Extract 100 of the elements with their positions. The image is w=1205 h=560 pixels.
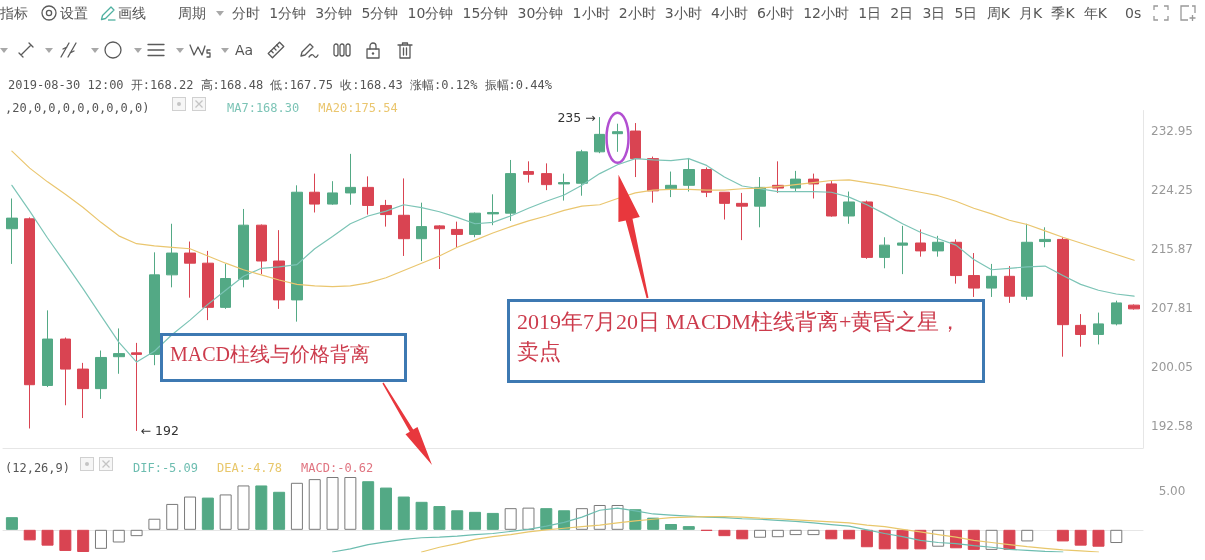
candlestick [416,202,427,262]
bar [201,497,214,530]
chart-title: 2019-08-30 12:00 开:168.22 高:168.48 低:167.75 收:168.43 涨幅:0.12% 振幅:0.44% [8,78,553,92]
series-label: MACD:-0.62 [301,461,374,475]
candlestick [42,309,53,388]
line-series [11,150,1135,288]
bar [344,477,357,530]
bar [718,529,731,537]
candlestick [309,173,320,213]
y-tick-label: 215.87 [1151,241,1193,256]
candlestick [149,251,160,366]
bar [682,526,695,530]
line-series [11,158,1135,363]
bar [5,517,18,530]
bar [326,477,339,530]
candlestick [113,327,125,375]
bar [611,504,624,530]
text: MA20:175.54 [318,101,398,115]
candlestick [576,149,588,197]
text: 0s [1125,5,1142,21]
candlestick [932,235,944,258]
candlestick [968,252,980,298]
text: 指标 [0,5,28,21]
candlestick [238,208,249,288]
text: Aa [235,42,254,58]
candlestick [736,192,748,241]
bar [1021,529,1034,542]
candlestick [220,263,231,310]
candlestick [897,225,908,275]
candlestick [612,123,623,153]
candlestick [594,116,605,154]
candlestick [24,216,35,429]
candlestick [434,224,445,270]
candlestick [1093,312,1104,345]
candlestick [327,180,338,206]
candlestick [1075,313,1086,348]
bar [237,485,250,530]
bar [290,482,303,530]
bar [166,503,179,530]
bar [362,481,375,530]
candlestick [77,362,89,419]
bar [451,510,464,530]
bar [273,491,286,530]
bar [415,501,428,530]
callout-box: 2019年7月20日 MACDM柱线背离+黄昏之星，卖点 [507,299,985,383]
candlestick [1111,300,1122,326]
bar [23,529,36,541]
bar [1074,529,1087,546]
bar [771,529,784,538]
bar [1003,529,1016,550]
text: 5.00 [1158,484,1186,498]
bar [94,529,107,549]
y-tick-label: 192.58 [1151,419,1193,434]
bar [807,529,820,536]
bar [397,496,410,530]
y-tick-label: 224.25 [1151,182,1193,197]
legend-title: ,20,0,0,0,0,0,0,0,0) [5,101,150,115]
candlestick [273,229,285,310]
candlestick [256,223,267,275]
candlestick [398,177,410,257]
y-tick-label: 207.81 [1151,301,1193,316]
candlestick [131,342,142,432]
text: DIF:-5.09 [133,461,199,475]
candlestick [986,263,997,298]
bar [219,494,232,530]
candlestick [719,191,730,221]
candlestick [1128,303,1140,311]
candlestick [345,153,356,206]
y-tick-label: 232.95 [1151,123,1193,138]
bar [433,506,446,530]
candlestick [505,159,516,222]
candlestick [60,337,71,406]
bar [736,529,749,540]
candlestick [843,191,855,225]
bar [308,479,321,530]
candlestick [1039,226,1051,248]
candlestick [523,160,534,184]
candlestick [6,197,18,265]
bar [469,511,482,530]
bar [540,508,553,530]
bar [184,496,197,530]
candlestick [665,171,677,198]
legend-title: (12,26,9) [5,461,71,475]
candlestick [701,166,712,198]
bar [664,524,677,530]
bar [504,508,517,530]
annotation: 235 → [557,109,596,125]
candlestick [647,156,659,204]
bar [1092,529,1105,547]
candlestick [683,157,695,193]
bar [896,529,909,550]
candlestick [1057,236,1069,358]
bar [843,529,856,540]
bar [878,529,891,550]
candlestick [362,175,374,216]
candlestick [630,122,641,178]
candlestick [558,173,570,202]
bar [789,529,802,536]
bar [255,485,268,530]
text: 分时 1分钟 3分钟 5分钟 10分钟 15分钟 30分钟 1小时 2小时 3小时 4小时 6小时 12小时 1日 2日 3日 5日 周K 月K 季K 年K [232,5,1107,21]
